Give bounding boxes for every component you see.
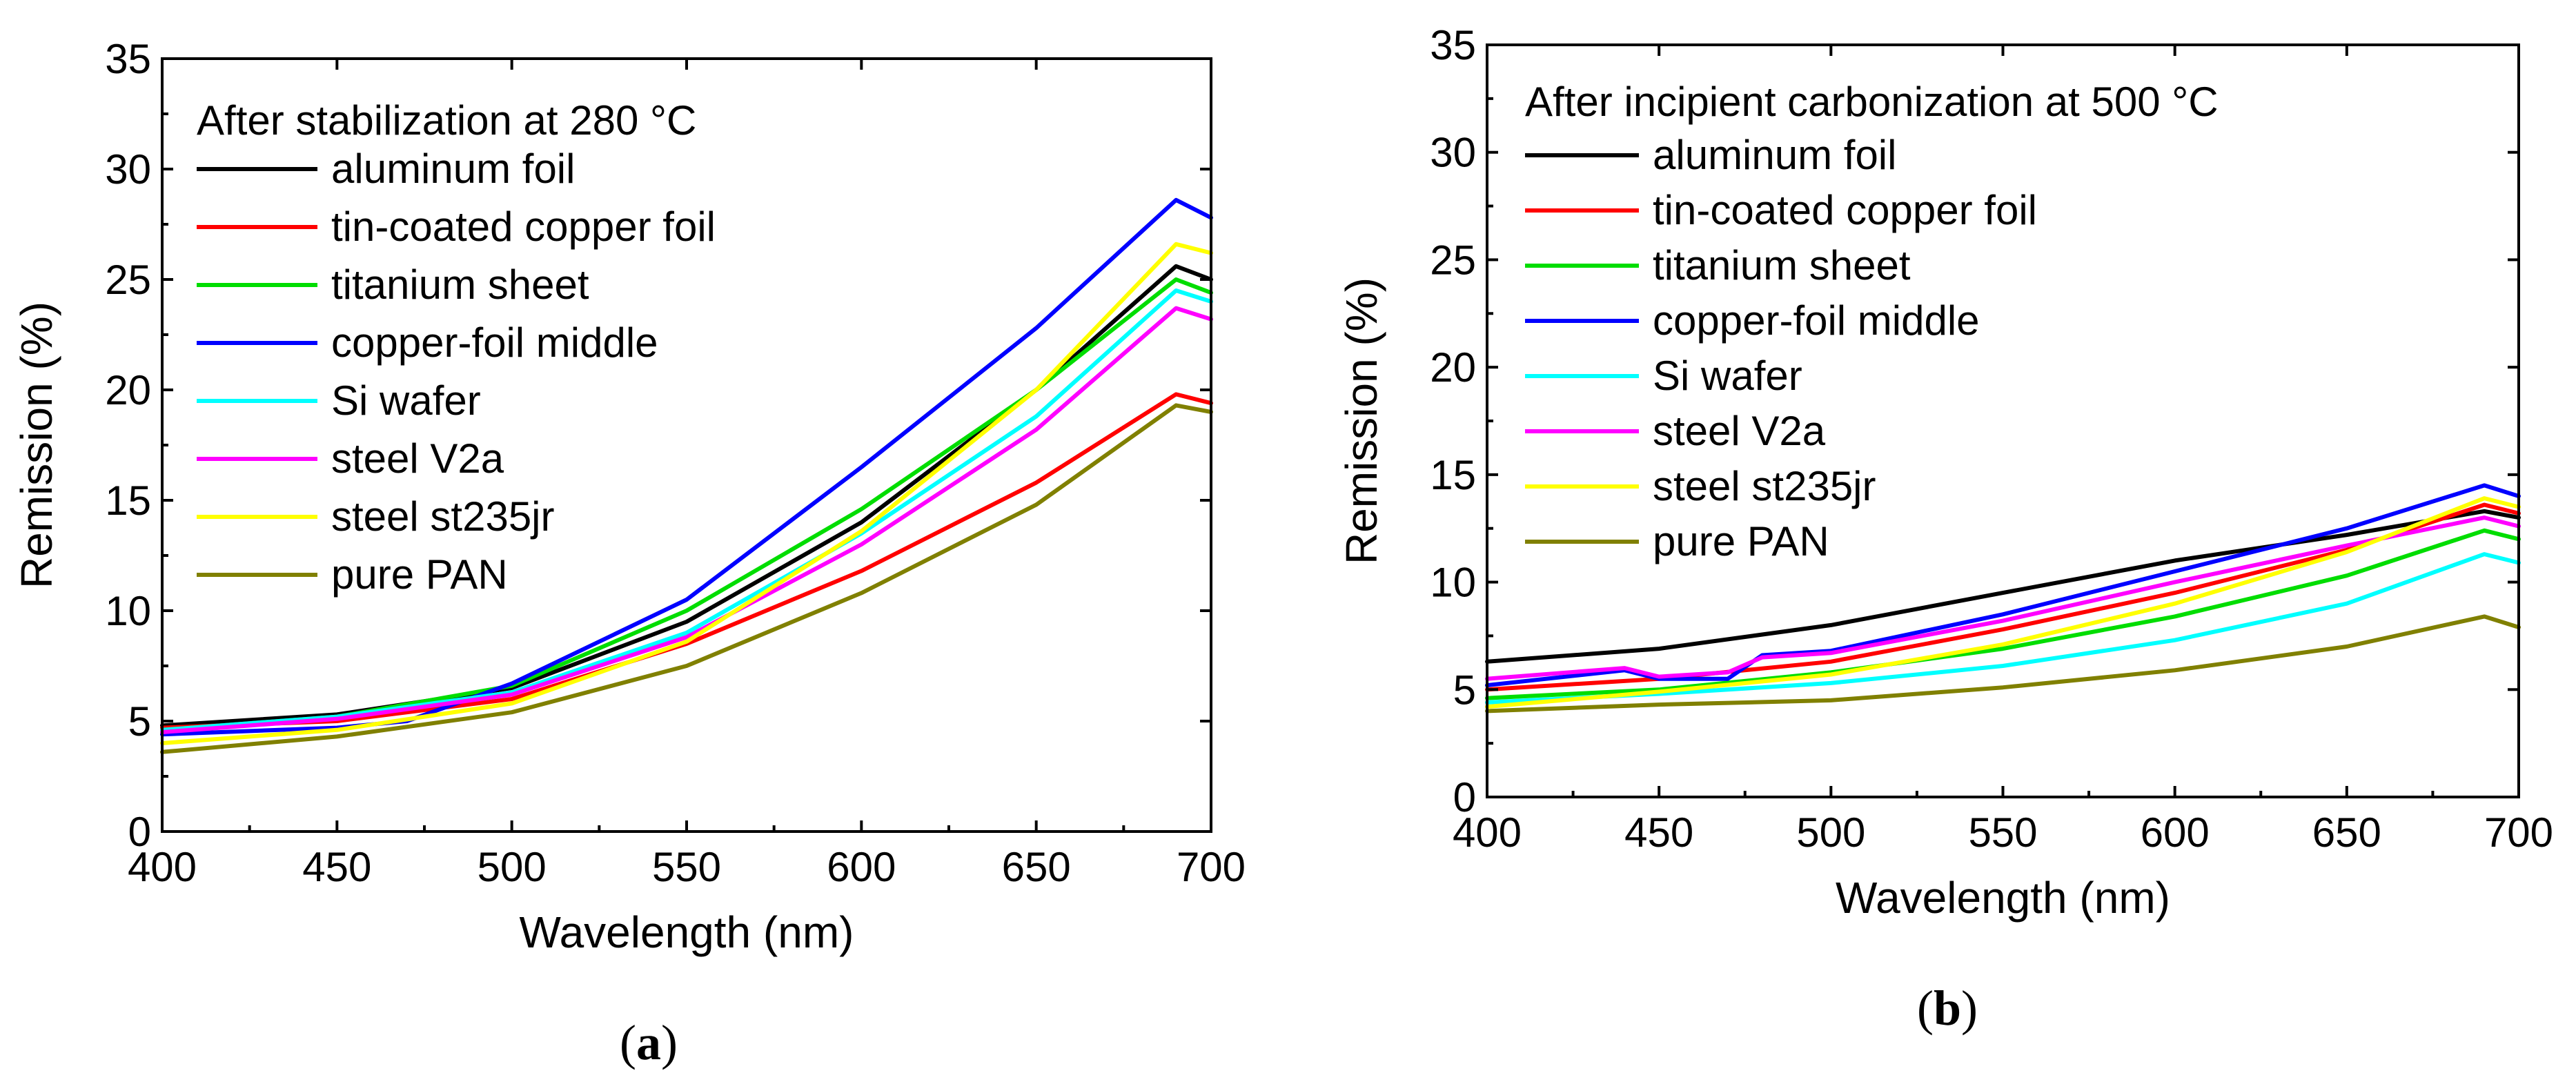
panel-a-y-tick-label-30: 30 — [105, 146, 151, 193]
panel-b-chart: 400 450 500 550 600 650 700 0 5 10 15 20 25 30 35 Wavel… — [1337, 22, 2553, 1036]
panel-a-y-tick-label-20: 20 — [105, 367, 151, 413]
panel-b-x-tick-label-400: 400 — [1453, 809, 1522, 856]
panel-b-legend-title: After incipient carbonization at 500 °C — [1525, 79, 2219, 125]
panel-b-legend-label-aluminum-foil: aluminum foil — [1653, 132, 1896, 178]
panel-a-y-tick-label-25: 25 — [105, 257, 151, 303]
panel-b-y-tick-label-5: 5 — [1453, 667, 1476, 713]
panel-b-series-copper-foil-middle — [1485, 483, 2521, 688]
panel-a-caption: (a) — [620, 1015, 678, 1070]
panel-a-series-titanium-sheet — [160, 277, 1213, 732]
panel-b-x-tick-label-600: 600 — [2141, 809, 2210, 856]
panel-a-x-tick-label-400: 400 — [128, 844, 197, 890]
panel-a-y-tick-label-15: 15 — [105, 478, 151, 524]
panel-a-x-tick-label-550: 550 — [652, 844, 721, 890]
panel-b-series-si-wafer — [1485, 552, 2521, 705]
panel-b-legend: After incipient carbonization at 500 °C a… — [1525, 79, 2219, 564]
panel-a-y-tick-label-0: 0 — [128, 809, 151, 855]
panel-b-y-tick-label-0: 0 — [1453, 774, 1476, 820]
panel-b-x-tick-label-550: 550 — [1968, 809, 2037, 856]
panel-a-x-tick-label-600: 600 — [827, 844, 896, 890]
panel-a-x-axis-label: Wavelength (nm) — [520, 907, 854, 957]
panel-a-legend-label-aluminum-foil: aluminum foil — [331, 146, 575, 192]
panel-b-y-tick-label-30: 30 — [1430, 130, 1476, 176]
panel-a-series — [160, 197, 1213, 754]
panel-a-legend-label-steel-st235jr: steel st235jr — [331, 493, 555, 540]
panel-a-x-tick-label-700: 700 — [1177, 844, 1246, 890]
panel-a-y-tick-label-10: 10 — [105, 588, 151, 634]
panel-a-series-aluminum-foil — [160, 264, 1213, 728]
panel-b-y-tick-label-15: 15 — [1430, 452, 1476, 498]
panel-b-series-pure-pan — [1485, 614, 2521, 714]
panel-b-legend-label-tin-coated-copper-foil: tin-coated copper foil — [1653, 187, 2037, 233]
panel-a-legend-label-tin-coated-copper-foil: tin-coated copper foil — [331, 204, 716, 250]
panel-b-legend-label-pure-pan: pure PAN — [1653, 518, 1829, 564]
panel-a-legend-label-pure-pan: pure PAN — [331, 551, 508, 598]
panel-a-series-copper-foil-middle — [160, 197, 1213, 737]
panel-a-series-steel-st235jr — [160, 242, 1213, 745]
panel-a-series-pure-pan — [160, 403, 1213, 754]
panel-b-legend-label-si-wafer: Si wafer — [1653, 353, 1802, 399]
panel-a-chart: 400 450 500 550 600 650 700 0 5 10 15 20 25 30 35 Wavel… — [12, 36, 1246, 1070]
panel-b-plot-frame — [1486, 43, 2520, 798]
panel-b-y-tick-label-20: 20 — [1430, 344, 1476, 391]
panel-b-x-axis-label: Wavelength (nm) — [1836, 873, 2170, 923]
panel-b-series-aluminum-foil — [1485, 509, 2521, 664]
panel-b-x-tick-label-500: 500 — [1796, 809, 1865, 856]
panel-b-legend-label-titanium-sheet: titanium sheet — [1653, 242, 1911, 288]
panel-a-y-axis-label: Remission (%) — [12, 302, 61, 589]
panel-b-y-tick-label-10: 10 — [1430, 560, 1476, 606]
panel-b-x-tick-label-700: 700 — [2484, 809, 2553, 856]
panel-b-x-tick-label-650: 650 — [2312, 809, 2381, 856]
panel-a-series-tin-coated-copper-foil — [160, 392, 1213, 730]
panel-b-y-axis-label: Remission (%) — [1337, 277, 1386, 564]
panel-a-y-tick-label-35: 35 — [105, 36, 151, 82]
panel-b-legend-label-steel-v2a: steel V2a — [1653, 408, 1826, 454]
panel-a-legend-label-si-wafer: Si wafer — [331, 377, 481, 424]
panel-a-series-steel-v2a — [160, 306, 1213, 734]
panel-a-series-si-wafer — [160, 288, 1213, 732]
panel-a-legend-label-titanium-sheet: titanium sheet — [331, 262, 589, 308]
panel-a-x-tick-label-500: 500 — [478, 844, 547, 890]
panel-a-x-tick-label-650: 650 — [1002, 844, 1071, 890]
panel-a-legend-label-steel-v2a: steel V2a — [331, 435, 504, 482]
panel-b-y-tick-label-25: 25 — [1430, 237, 1476, 283]
panel-b-x-tick-label-450: 450 — [1624, 809, 1693, 856]
panel-a-legend-title: After stabilization at 280 °C — [197, 97, 696, 144]
panel-a-y-tick-label-5: 5 — [128, 698, 151, 745]
panel-b-series — [1485, 483, 2521, 714]
panel-b-legend-label-copper-foil-middle: copper-foil middle — [1653, 297, 1980, 344]
panel-b-legend-label-steel-st235jr: steel st235jr — [1653, 463, 1876, 509]
panel-b-series-steel-st235jr — [1485, 496, 2521, 709]
panel-a-legend-label-copper-foil-middle: copper-foil middle — [331, 319, 658, 366]
panel-b-series-titanium-sheet — [1485, 528, 2521, 700]
panel-a-x-tick-label-450: 450 — [302, 844, 371, 890]
panel-b-caption: (b) — [1917, 981, 1978, 1036]
panel-b-y-tick-label-35: 35 — [1430, 22, 1476, 68]
